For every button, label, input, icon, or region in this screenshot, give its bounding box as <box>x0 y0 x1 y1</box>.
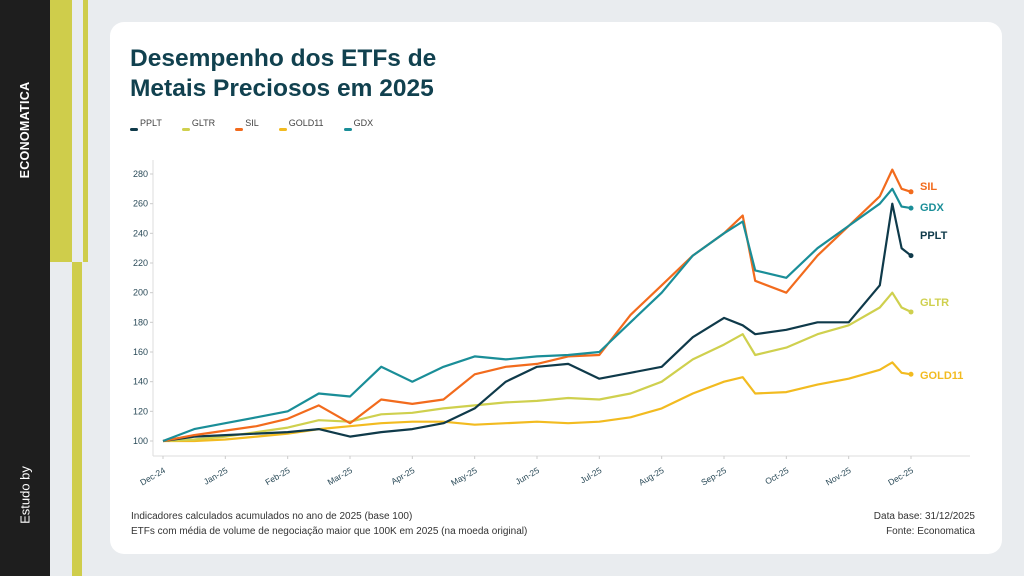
y-tick-label: 120 <box>133 406 148 416</box>
chart-card <box>110 22 1002 554</box>
series-line-sil <box>162 168 912 443</box>
end-marker-gdx <box>908 205 914 211</box>
legend-item-sil: SIL <box>235 118 259 132</box>
accent-stripe <box>72 262 82 576</box>
y-tick-label: 100 <box>133 436 148 446</box>
y-tick-label: 140 <box>133 377 148 387</box>
y-tick-label: 220 <box>133 258 148 268</box>
legend-swatch <box>343 128 352 131</box>
end-marker-gold11 <box>908 371 914 377</box>
footnote-2: ETFs com média de volume de negociação m… <box>131 526 528 537</box>
legend-swatch <box>181 128 190 131</box>
end-marker-sil <box>908 189 914 195</box>
source-info: Data base: 31/12/2025 Fonte: Economatica <box>874 509 975 539</box>
legend-swatch <box>278 128 287 131</box>
y-tick-label: 180 <box>133 317 148 327</box>
x-tick-label: Jan-25 <box>202 465 230 487</box>
data-source: Fonte: Economatica <box>886 526 975 537</box>
end-marker-pplt <box>908 253 914 259</box>
legend-label: GLTR <box>191 118 216 128</box>
legend-label: GDX <box>353 118 374 128</box>
y-tick-label: 200 <box>133 288 148 298</box>
x-tick-label: Aug-25 <box>637 465 666 488</box>
legend-item-gltr: GLTR <box>181 118 216 132</box>
x-tick-label: Jun-25 <box>513 465 541 487</box>
x-tick-label: Mar-25 <box>326 465 355 487</box>
legend-item-gold11: GOLD11 <box>278 118 324 132</box>
end-label-pplt: PPLT <box>920 230 948 242</box>
chart-legend: PPLT GLTR SIL GOLD11 GDX <box>130 118 393 132</box>
series-line-pplt <box>162 202 912 443</box>
accent-stripe <box>50 0 72 262</box>
x-tick-label: Jul-25 <box>578 465 603 485</box>
end-label-gltr: GLTR <box>920 297 949 309</box>
page-title: Desempenho dos ETFs de Metais Preciosos … <box>130 44 436 104</box>
title-line-1: Desempenho dos ETFs de <box>130 45 437 72</box>
legend-swatch <box>235 128 244 131</box>
y-tick-label: 160 <box>133 347 148 357</box>
footnotes: Indicadores calculados acumulados no ano… <box>131 509 527 539</box>
y-tick-label: 280 <box>133 169 148 179</box>
legend-item-gdx: GDX <box>343 118 374 132</box>
x-tick-label: Oct-25 <box>763 465 790 487</box>
accent-stripe <box>83 0 88 262</box>
x-tick-label: Dec-24 <box>138 465 167 487</box>
end-marker-gltr <box>908 309 914 315</box>
sidebar: ECONOMATICA Estudo by <box>0 0 50 576</box>
series-line-gdx <box>162 187 912 443</box>
y-tick-label: 240 <box>133 228 148 238</box>
series-line-gltr <box>162 291 912 443</box>
legend-swatch <box>130 128 138 131</box>
end-label-gold11: GOLD11 <box>920 370 963 382</box>
x-tick-label: Feb-25 <box>263 465 292 487</box>
legend-label: SIL <box>245 118 259 128</box>
x-tick-label: Dec-25 <box>886 465 915 487</box>
data-date: Data base: 31/12/2025 <box>873 511 975 522</box>
footnote-1: Indicadores calculados acumulados no ano… <box>131 511 413 522</box>
title-line-2: Metais Preciosos em 2025 <box>130 75 434 102</box>
y-tick-label: 260 <box>133 199 148 209</box>
x-tick-label: May-25 <box>449 465 479 488</box>
x-tick-label: Sep-25 <box>699 465 728 488</box>
x-tick-label: Apr-25 <box>389 465 416 487</box>
legend-label: PPLT <box>140 118 162 128</box>
legend-item-pplt: PPLT <box>130 118 162 132</box>
legend-label: GOLD11 <box>288 118 324 128</box>
x-tick-label: Nov-25 <box>824 465 853 487</box>
end-label-gdx: GDX <box>920 202 945 214</box>
end-label-sil: SIL <box>920 181 937 193</box>
